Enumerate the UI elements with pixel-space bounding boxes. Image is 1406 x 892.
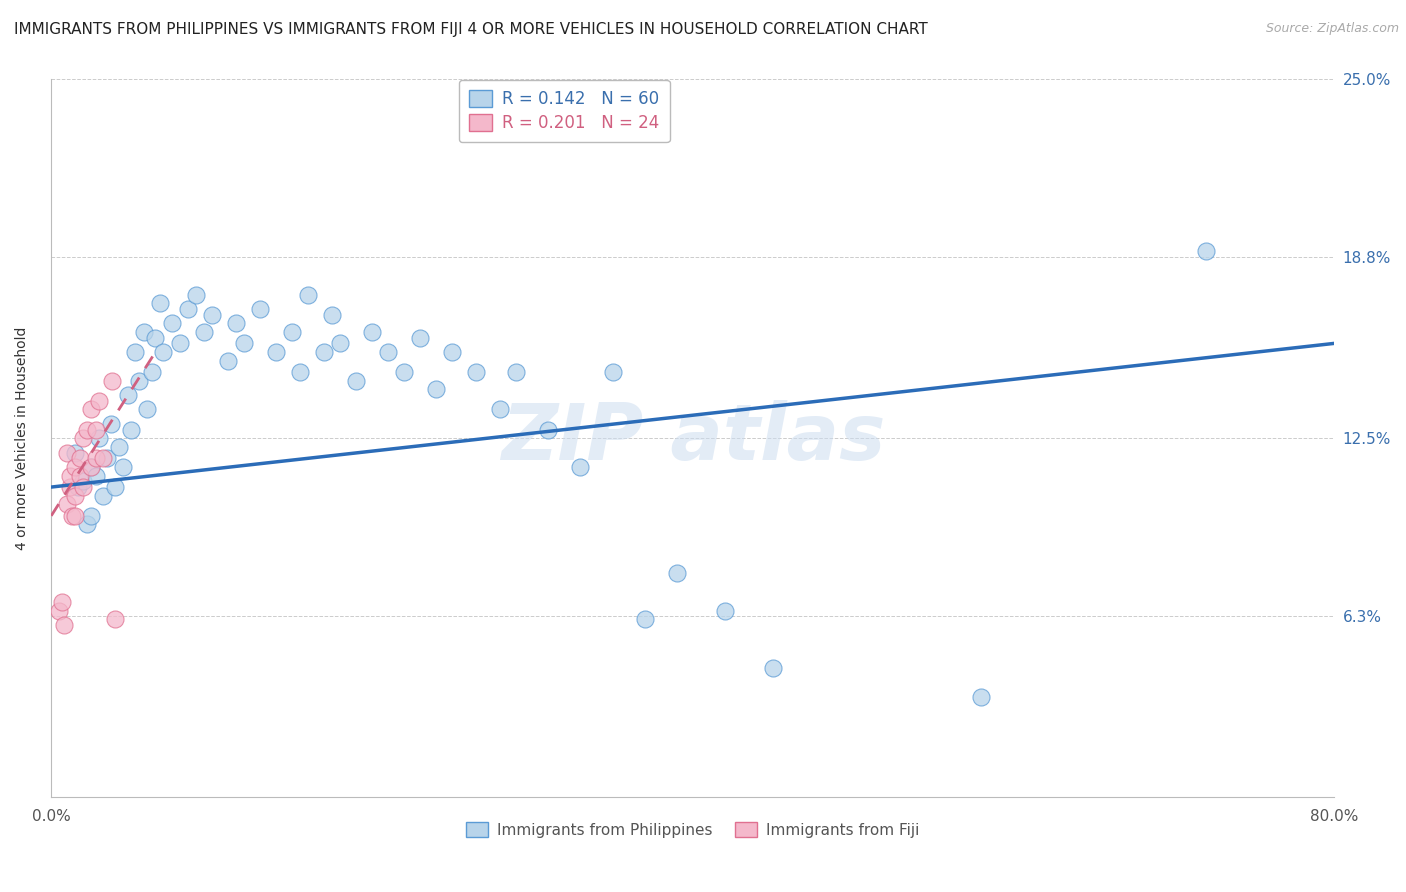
Point [665,566,688,581]
Point [112,459,135,474]
Point [84,423,107,437]
Point [184,287,207,301]
Point [72,475,94,489]
Point [59,468,82,483]
Point [537,423,560,437]
Point [1195,244,1218,259]
Y-axis label: 4 or more Vehicles in Household: 4 or more Vehicles in Household [15,326,30,549]
Point [89,431,111,445]
Point [232,336,254,351]
Point [80,459,103,474]
Point [141,365,163,379]
Point [128,374,150,388]
Point [169,336,191,351]
Point [65,508,87,523]
Point [152,345,174,359]
Point [193,325,215,339]
Point [120,423,142,437]
Point [160,316,183,330]
Point [329,336,352,351]
Point [124,345,146,359]
Point [56,497,79,511]
Text: IMMIGRANTS FROM PHILIPPINES VS IMMIGRANTS FROM FIJI 4 OR MORE VEHICLES IN HOUSEH: IMMIGRANTS FROM PHILIPPINES VS IMMIGRANT… [14,22,928,37]
Point [91,451,114,466]
Point [321,308,343,322]
Point [100,417,122,431]
Point [970,690,993,704]
Point [465,365,488,379]
Point [249,301,271,316]
Point [84,468,107,483]
Point [89,393,111,408]
Point [145,331,167,345]
Point [76,423,98,437]
Point [714,604,737,618]
Point [392,365,415,379]
Point [56,445,79,459]
Point [59,480,82,494]
Point [80,508,103,523]
Point [441,345,464,359]
Point [51,595,73,609]
Point [80,459,103,474]
Point [80,402,103,417]
Point [264,345,287,359]
Point [149,296,172,310]
Point [104,480,127,494]
Point [67,480,90,494]
Point [201,308,224,322]
Point [633,612,655,626]
Point [505,365,527,379]
Point [65,445,87,459]
Point [65,459,87,474]
Text: ZIP atlas: ZIP atlas [501,401,884,476]
Point [425,382,447,396]
Point [76,517,98,532]
Point [69,451,91,466]
Point [377,345,399,359]
Point [288,365,311,379]
Point [489,402,512,417]
Point [117,388,139,402]
Point [69,468,91,483]
Point [134,325,156,339]
Text: Source: ZipAtlas.com: Source: ZipAtlas.com [1265,22,1399,36]
Point [101,374,124,388]
Point [60,508,83,523]
Point [602,365,624,379]
Point [281,325,304,339]
Point [225,316,247,330]
Point [344,374,367,388]
Point [569,459,592,474]
Point [72,431,94,445]
Point [409,331,432,345]
Point [96,451,118,466]
Point [84,451,107,466]
Point [91,489,114,503]
Point [136,402,159,417]
Point [48,604,70,618]
Point [65,489,87,503]
Point [361,325,384,339]
Point [762,661,785,675]
Point [72,480,94,494]
Point [107,440,129,454]
Point [53,618,76,632]
Legend: Immigrants from Philippines, Immigrants from Fiji: Immigrants from Philippines, Immigrants … [460,815,925,844]
Point [312,345,335,359]
Point [297,287,319,301]
Point [104,612,127,626]
Point [176,301,198,316]
Point [217,353,239,368]
